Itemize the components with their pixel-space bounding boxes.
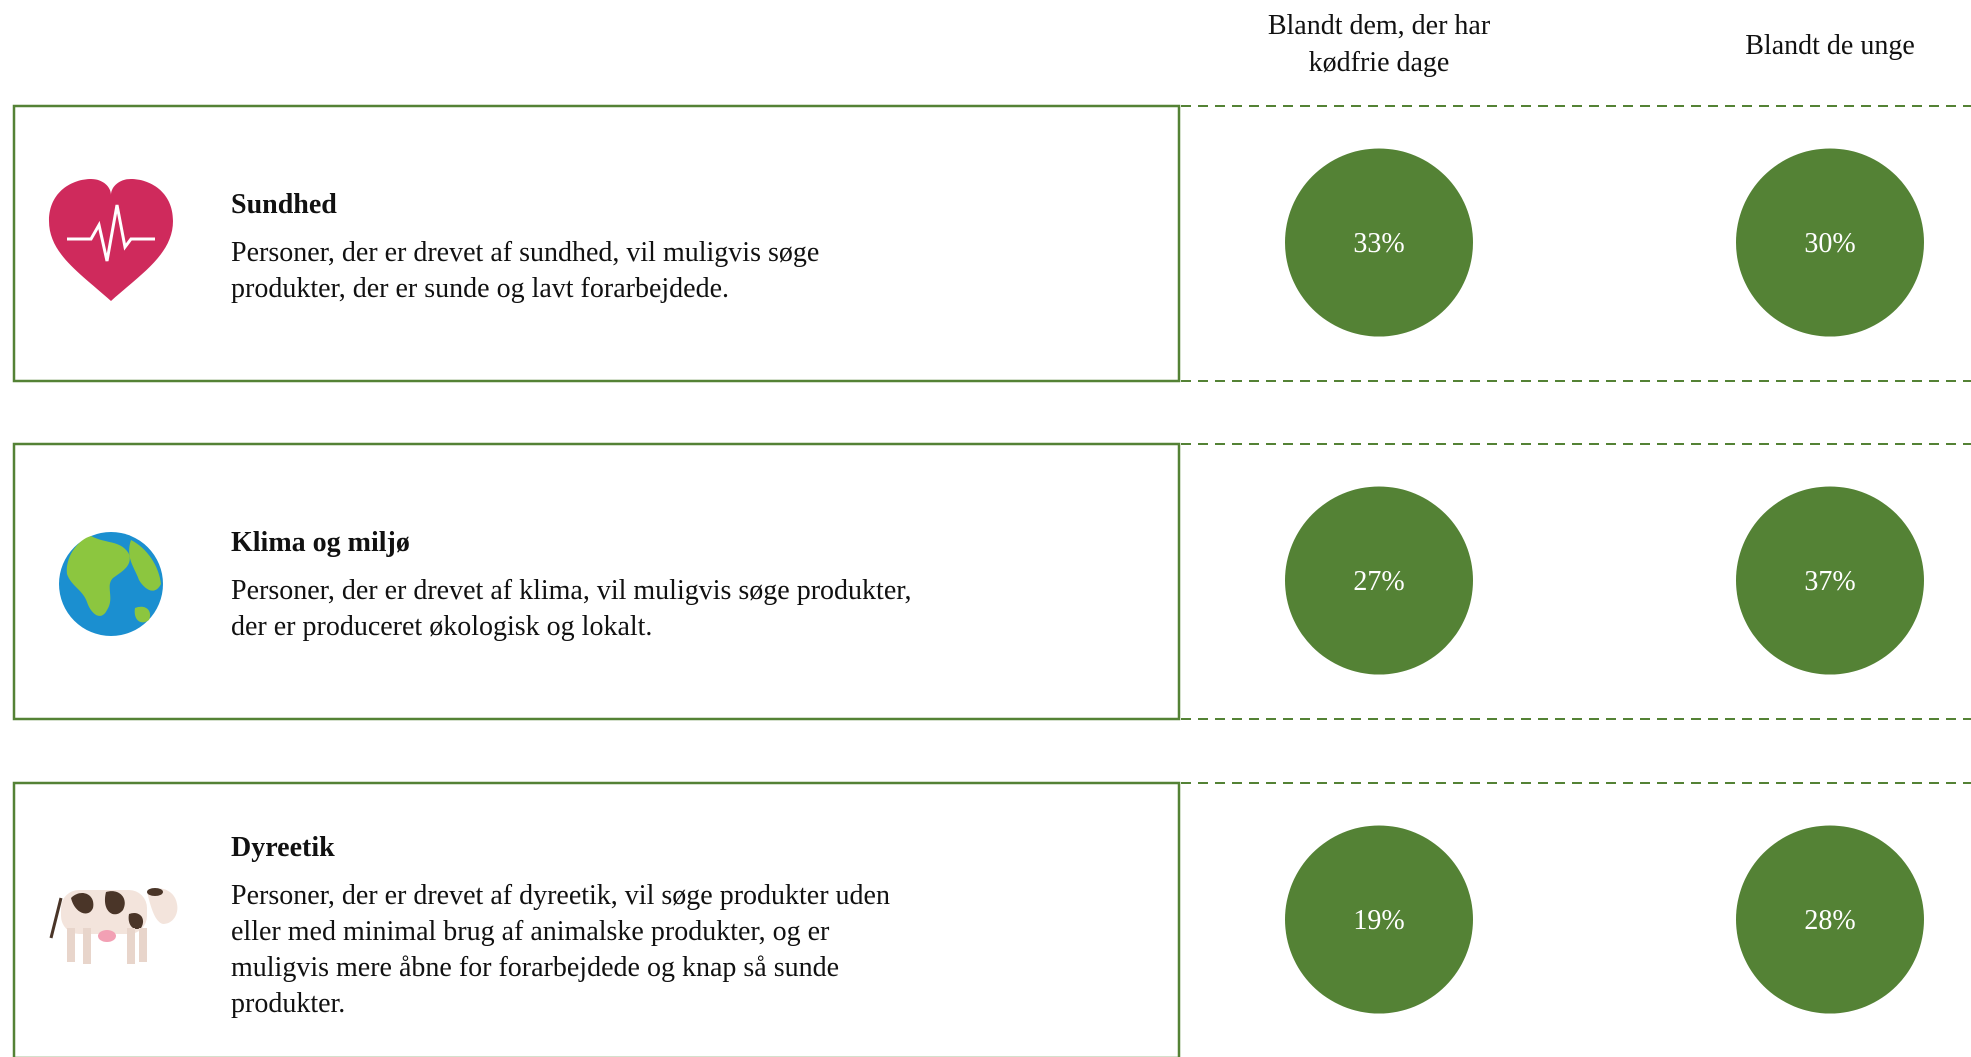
row-description: der er produceret økologisk og lokalt. — [231, 611, 652, 642]
row-description: Personer, der er drevet af klima, vil mu… — [231, 575, 911, 606]
value-label: 30% — [1804, 228, 1855, 259]
value-label: 33% — [1353, 228, 1404, 259]
value-label: 27% — [1353, 566, 1404, 597]
cow-icon — [51, 888, 177, 964]
row-title: Dyreetik — [231, 832, 335, 863]
row-description: produkter. — [231, 988, 345, 1019]
row-description: Personer, der er drevet af dyreetik, vil… — [231, 880, 890, 911]
value-label: 28% — [1804, 905, 1855, 936]
row-description: produkter, der er sunde og lavt forarbej… — [231, 273, 729, 304]
value-label: 19% — [1353, 905, 1404, 936]
row-description: muligvis mere åbne for forarbejdede og k… — [231, 952, 839, 983]
infographic: Blandt dem, der harkødfrie dage Blandt de… — [0, 0, 1971, 1057]
column-header: Blandt de unge — [1745, 30, 1915, 61]
row-description: eller med minimal brug af animalske prod… — [231, 916, 830, 947]
page: Blandt dem, der harkødfrie dage Blandt de… — [0, 0, 1971, 1057]
row-title: Sundhed — [231, 189, 337, 220]
row-description: Personer, der er drevet af sundhed, vil … — [231, 237, 819, 268]
row-title: Klima og miljø — [231, 527, 410, 558]
heart-icon — [49, 179, 173, 301]
value-label: 37% — [1804, 566, 1855, 597]
globe-icon — [59, 532, 163, 636]
